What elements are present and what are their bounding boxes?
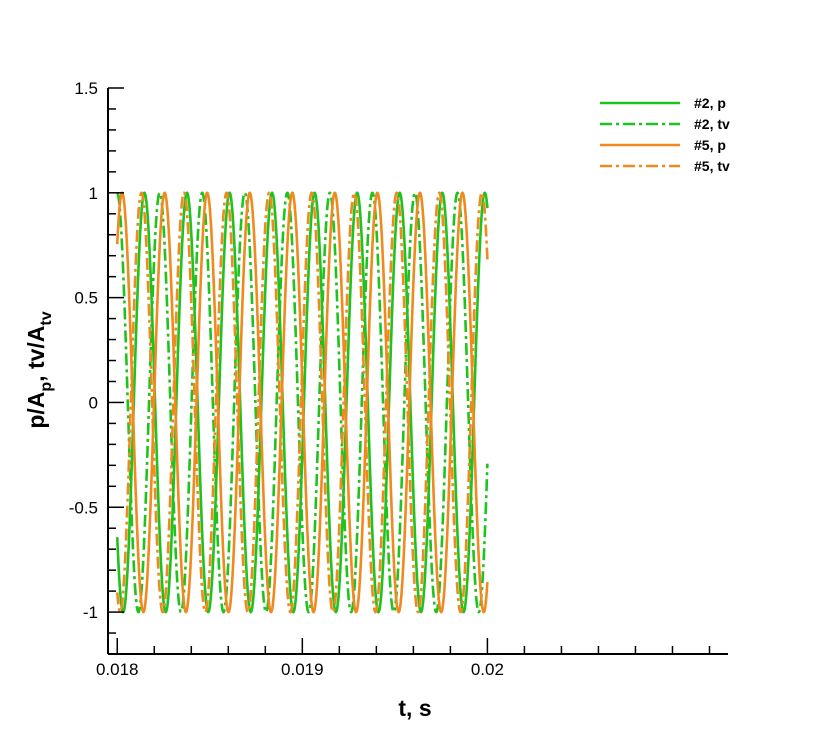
legend: #2, p #2, tv #5, p #5, tv	[600, 95, 730, 174]
series-line-2	[116, 191, 489, 614]
x-axis-label: t, s	[398, 695, 431, 721]
y-axis-label: p/Ap, tv/Atv	[23, 311, 55, 428]
x-tick-label: 0.02	[471, 660, 504, 679]
legend-label: #5, tv	[694, 158, 730, 174]
y-tick-label: 0	[89, 393, 98, 412]
y-tick-label: 1.5	[74, 79, 98, 98]
series-layer	[115, 191, 489, 614]
legend-label: #5, p	[694, 137, 726, 153]
legend-label: #2, tv	[694, 116, 730, 132]
y-axis-label-subscript: tv	[38, 311, 55, 325]
series-line-4	[115, 191, 489, 614]
y-axis-label-subscript: p	[38, 382, 55, 392]
y-tick-label: -0.5	[69, 498, 98, 517]
y-tick-label: -1	[83, 603, 98, 622]
y-axis-label-part: , tv/A	[23, 326, 49, 382]
y-tick-label: 0.5	[74, 289, 98, 308]
y-axis-label-part: p/A	[23, 392, 49, 429]
x-tick-label: 0.018	[96, 660, 139, 679]
legend-label: #2, p	[694, 95, 726, 111]
series-line-1	[115, 191, 489, 614]
x-tick-label: 0.019	[281, 660, 324, 679]
axes-layer: 1.5 1 0.5 0 -0.5 -1 0.018 0.019 0.02	[69, 79, 728, 679]
y-tick-label: 1	[89, 184, 98, 203]
